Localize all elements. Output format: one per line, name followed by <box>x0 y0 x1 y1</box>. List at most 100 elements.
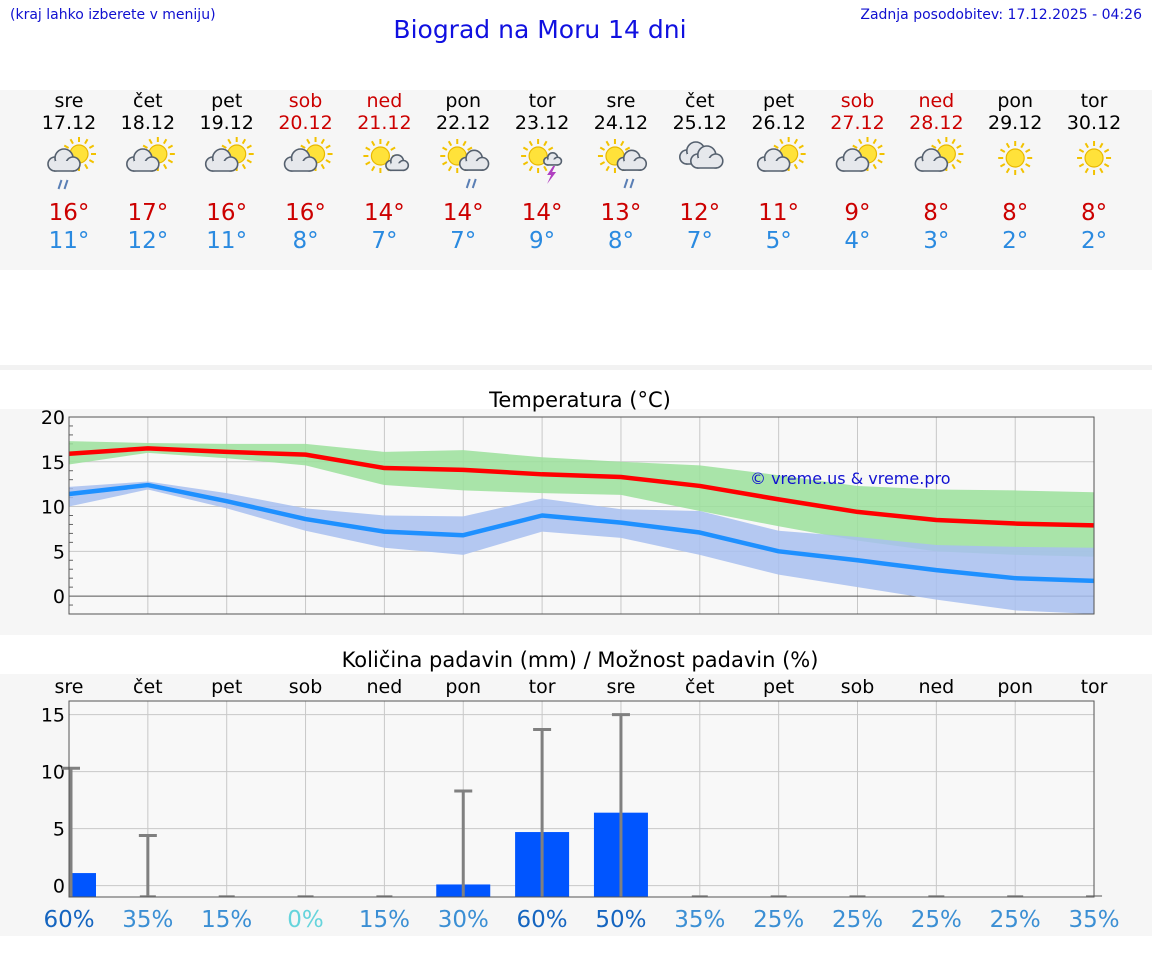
temperature-chart: 0 5 10 15 20 © vreme.us & vreme.pro <box>41 409 1095 615</box>
partly-cloudy-icon <box>756 137 806 172</box>
sun-ray <box>528 140 533 147</box>
sun-ray <box>1020 142 1025 149</box>
precip-probability: 25% <box>990 907 1041 933</box>
day-date: 20.12 <box>278 112 332 134</box>
cloud-body <box>390 163 404 171</box>
sun-ray <box>858 138 863 145</box>
sun-ray <box>793 163 799 170</box>
day-name: tor <box>1081 90 1108 112</box>
precip-range-whisker <box>533 727 552 897</box>
sun-ray <box>1005 167 1011 174</box>
sun-ray <box>522 161 529 166</box>
sun-ray <box>798 144 804 149</box>
sun-ray <box>543 165 548 172</box>
sun-ray <box>624 146 631 151</box>
precip-probability: 35% <box>674 907 725 933</box>
sun-ray <box>605 165 610 172</box>
precip-range-whisker <box>62 766 80 897</box>
sun-ray <box>300 144 306 149</box>
sun-ray <box>148 138 153 145</box>
sun-ray <box>69 138 74 145</box>
cloud-body <box>623 161 640 171</box>
rain-drop <box>465 178 471 189</box>
rain-drop <box>623 178 629 189</box>
sun-ray <box>306 138 311 145</box>
sun-ray <box>877 159 883 164</box>
sun-shape <box>998 141 1033 175</box>
precip-probability: 15% <box>201 907 252 933</box>
min-temp: 4° <box>844 228 870 254</box>
precip-range-whisker <box>611 713 630 897</box>
plot-area <box>69 701 1094 897</box>
cloud-body <box>697 158 716 168</box>
day-name: sob <box>841 90 875 112</box>
series-line <box>68 482 1095 584</box>
last-updated: Zadnja posodobitev: 17.12.2025 - 04:26 <box>860 7 1142 23</box>
sun-ray <box>1099 142 1104 149</box>
sun-ray <box>779 138 784 145</box>
y-tick-label: 10 <box>41 497 65 519</box>
max-temp: 17° <box>127 200 168 226</box>
sun-ray <box>1103 163 1110 168</box>
sun-ray <box>798 159 804 164</box>
x-category-label: sob <box>841 676 875 698</box>
day-name: sre <box>606 90 635 112</box>
sun-ray <box>325 144 331 149</box>
partly-cloudy-rain-icon <box>47 137 96 190</box>
cloud-shape <box>126 148 160 172</box>
sun-ray <box>1005 142 1011 149</box>
x-category-label: pon <box>997 676 1033 698</box>
precip-probability: 25% <box>832 907 883 933</box>
divider <box>0 365 1152 370</box>
cloud-body <box>55 161 73 171</box>
y-tick-label: 10 <box>41 762 65 784</box>
max-temp: 16° <box>206 200 247 226</box>
max-temp: 8° <box>923 200 949 226</box>
sun-ray <box>956 159 962 164</box>
min-temp-range-band <box>69 481 1095 614</box>
sun-disc <box>370 146 390 166</box>
sun-ray <box>936 138 942 145</box>
cloud-body <box>843 161 862 171</box>
day-date: 25.12 <box>673 112 727 134</box>
sun-ray <box>999 148 1006 153</box>
precip-probability: 60% <box>43 907 94 933</box>
sun-ray <box>951 138 956 145</box>
day-name: pon <box>997 90 1033 112</box>
cloud-shape <box>616 149 648 171</box>
y-tick-label: 5 <box>53 541 65 563</box>
cloud-shape <box>385 154 410 172</box>
min-temp: 11° <box>49 228 90 254</box>
sun-ray <box>951 163 956 170</box>
sun-ray <box>84 138 89 145</box>
sun-ray <box>462 140 467 147</box>
y-tick-label: 15 <box>41 452 65 474</box>
day-date: 23.12 <box>515 112 569 134</box>
max-temp: 14° <box>522 200 563 226</box>
day-date: 24.12 <box>594 112 648 134</box>
sun-ray <box>543 140 548 147</box>
max-temp: 9° <box>844 200 870 226</box>
sun-ray <box>246 159 252 164</box>
cloud-body <box>133 161 152 171</box>
cloud-shape <box>543 152 563 166</box>
precip-range-whisker <box>454 789 473 897</box>
cloud-body <box>764 161 783 171</box>
min-temp: 2° <box>1081 228 1107 254</box>
day-date: 30.12 <box>1067 112 1121 134</box>
sun-ray <box>442 146 448 151</box>
sun-ray <box>547 146 554 151</box>
location-hint: (kraj lahko izberete v meniju) <box>10 7 216 23</box>
min-temp: 7° <box>371 228 397 254</box>
sun-ray <box>246 144 252 149</box>
sun-ray <box>877 144 883 149</box>
min-temp: 9° <box>529 228 555 254</box>
min-temp: 2° <box>1002 228 1028 254</box>
